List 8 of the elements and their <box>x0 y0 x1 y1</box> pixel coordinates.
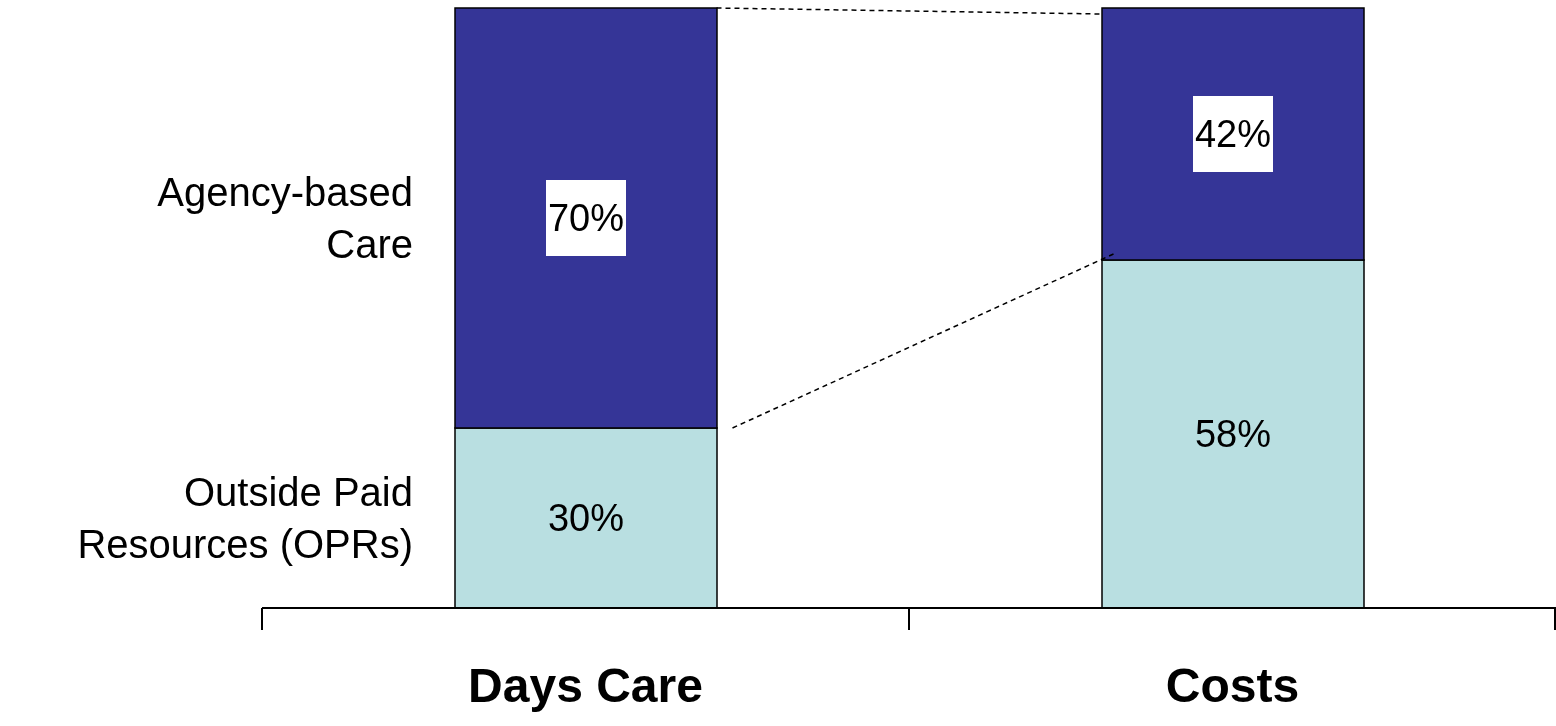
data-label: 42% <box>1194 113 1272 155</box>
series-label: Agency-based Care <box>157 170 413 266</box>
data-label: 30% <box>547 497 625 539</box>
data-label: 58% <box>1194 413 1272 455</box>
data-label: 70% <box>547 197 625 239</box>
x-tick-label: Costs <box>1165 659 1300 713</box>
x-tick-label: Days Care <box>468 659 703 713</box>
series-label: Outside Paid Resources (OPRs) <box>77 470 413 566</box>
